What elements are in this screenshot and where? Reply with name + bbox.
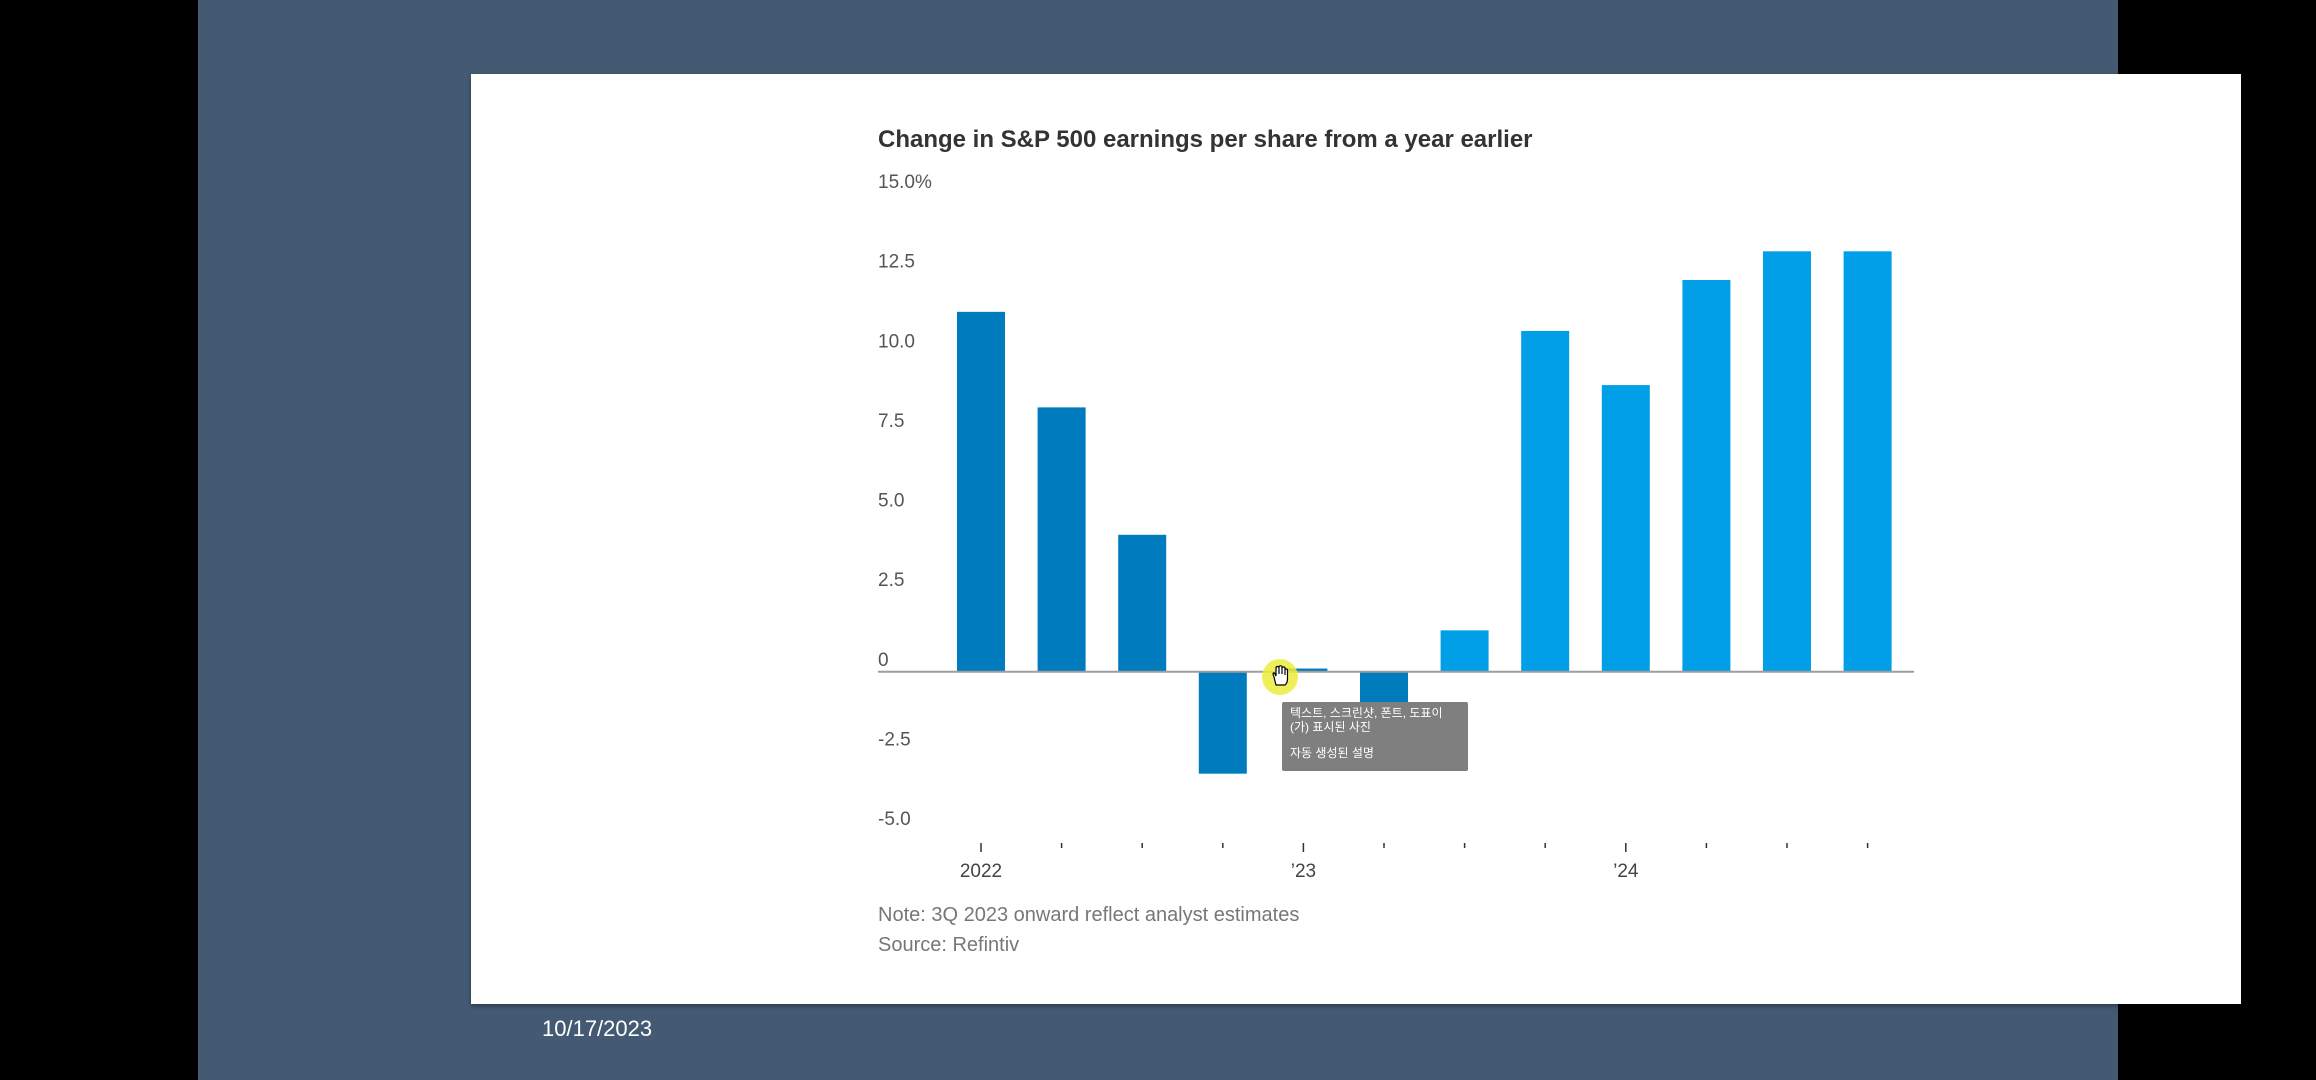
bar-2q-2022	[1037, 407, 1086, 672]
chart-note: Note: 3Q 2023 onward reflect analyst est…	[878, 904, 1299, 926]
bar-1q-2022	[957, 311, 1005, 672]
alt-text-tooltip: 텍스트, 스크린샷, 폰트, 도표이(가) 표시된 사진 자동 생성된 설명	[1282, 702, 1468, 771]
y-tick-label: 15.0%	[878, 172, 932, 193]
x-year-label: 2022	[960, 861, 1002, 882]
y-tick-label: 5.0	[878, 491, 904, 512]
y-tick-label: 7.5	[878, 411, 904, 432]
y-tick-label: 0	[878, 650, 889, 671]
bar-3q-2023	[1440, 630, 1489, 672]
y-tick-label: 2.5	[878, 570, 904, 591]
y-tick-label: 10.0	[878, 331, 915, 352]
bar-2q-2024	[1682, 279, 1731, 672]
chart-source: Source: Refintiv	[878, 934, 1019, 956]
bar-1q-2023	[1279, 668, 1328, 672]
bar-3q-2024	[1763, 251, 1811, 672]
chart-title: Change in S&P 500 earnings per share fro…	[878, 126, 1533, 153]
y-tick-label: 12.5	[878, 252, 915, 273]
bar-1q-2024	[1601, 385, 1650, 672]
bar-4q-2024	[1843, 251, 1892, 672]
y-tick-label: -2.5	[878, 729, 911, 750]
chart: Change in S&P 500 earnings per share fro…	[878, 126, 1914, 956]
bar-4q-2023	[1521, 330, 1570, 672]
hand-cursor-icon	[1262, 659, 1298, 695]
tooltip-line-2: 자동 생성된 설명	[1290, 746, 1374, 760]
slide-date: 10/17/2023	[542, 1016, 653, 1041]
bar-3q-2022	[1118, 534, 1167, 672]
slide: Change in S&P 500 earnings per share fro…	[471, 74, 2241, 1004]
x-year-label: ’24	[1613, 861, 1639, 882]
x-year-label: ’23	[1291, 861, 1316, 882]
slide-area: Change in S&P 500 earnings per share fro…	[198, 0, 2241, 1080]
y-tick-label: -5.0	[878, 809, 911, 830]
tooltip-line-1: 텍스트, 스크린샷, 폰트, 도표이(가) 표시된 사진	[1290, 706, 1443, 734]
bar-4q-2022	[1198, 671, 1247, 774]
